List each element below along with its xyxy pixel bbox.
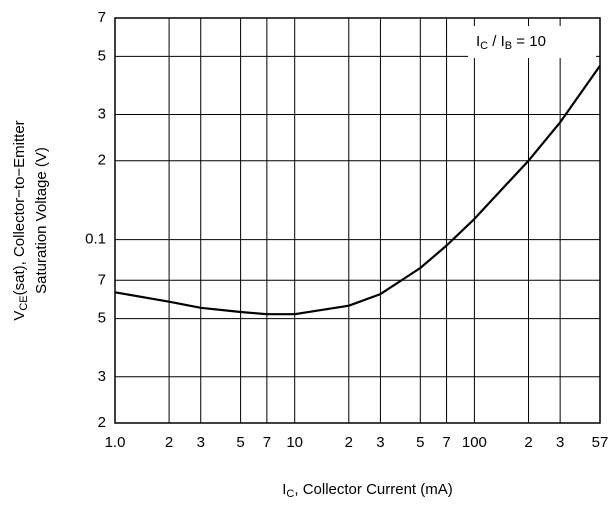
annotation-part: = 10 — [512, 33, 546, 50]
y-axis-label: VCE(sat), Collector−to−Emitter — [11, 120, 30, 320]
y-tick-label: 7 — [98, 9, 106, 26]
y-axis-label-part: V — [11, 311, 28, 321]
x-tick-label: 3 — [197, 434, 205, 451]
y-axis-label-part: (sat), Collector−to−Emitter — [11, 120, 28, 295]
x-tick-label: 3 — [556, 434, 564, 451]
x-tick-label: 1.0 — [105, 434, 126, 451]
x-tick-label: 5 — [236, 434, 244, 451]
y-tick-label: 2 — [98, 414, 106, 431]
y-tick-label: 3 — [98, 105, 106, 122]
x-tick-label: 5 — [416, 434, 424, 451]
x-axis-label: IC, Collector Current (mA) — [282, 481, 453, 500]
y-tick-label: 5 — [98, 310, 106, 327]
x-tick-label: 7 — [442, 434, 450, 451]
y-tick-label: 5 — [98, 47, 106, 64]
annotation-part: / I — [488, 33, 505, 50]
y-tick-label: 3 — [98, 368, 106, 385]
plot-background — [115, 18, 600, 423]
annotation-background — [468, 26, 596, 58]
annotation-part: I — [476, 33, 480, 50]
y-tick-label: 7 — [98, 271, 106, 288]
x-tick-label: 7 — [263, 434, 271, 451]
x-tick-label: 100 — [462, 434, 487, 451]
x-axis-label-part: C — [286, 488, 294, 500]
data-line — [114, 65, 601, 316]
x-axis-label-part: I — [282, 481, 286, 498]
annotation: IC / IB = 10 — [476, 33, 546, 52]
annotation-part: C — [480, 40, 488, 52]
plot-frame — [114, 17, 601, 424]
x-tick-label: 2 — [165, 434, 173, 451]
x-tick-label: 57 — [592, 434, 609, 451]
x-tick-label: 10 — [286, 434, 303, 451]
y-tick-label: 2 — [98, 152, 106, 169]
y-axis-label-part: CE — [18, 295, 30, 310]
annotation-part: B — [505, 40, 512, 52]
y-axis-label-part: Saturation Voltage (V) — [33, 147, 50, 294]
x-axis-label-part: , Collector Current (mA) — [294, 481, 452, 498]
x-tick-label: 2 — [345, 434, 353, 451]
y-axis-label: Saturation Voltage (V) — [33, 147, 50, 294]
y-tick-label: 0.1 — [85, 231, 106, 248]
x-tick-label: 3 — [376, 434, 384, 451]
x-tick-label: 2 — [524, 434, 532, 451]
